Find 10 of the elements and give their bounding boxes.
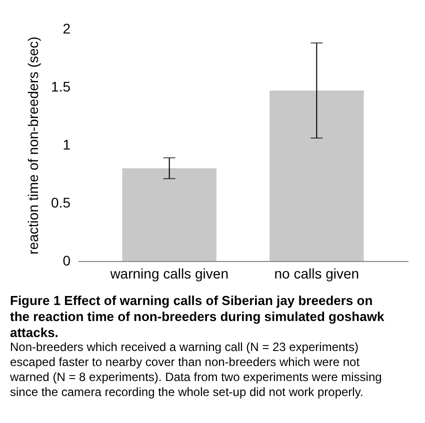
y-tick-label: 2	[62, 20, 71, 36]
y-tick-label: 0.5	[51, 194, 71, 210]
y-tick-label: 0	[62, 252, 71, 268]
y-tick-label: 1.5	[51, 78, 71, 94]
text: Non-breeders which received a warning call (N = 23 experiments) escaped faster to nearby cover than non-breeders which were not warned (N = 8 experiments). Data from two experiments were missing since the camera recording the whole set-up did not work properly.	[9, 340, 382, 399]
x-tick-label: warning calls given	[109, 266, 228, 282]
y-tick-label: 1	[62, 136, 71, 152]
text: Figure 1 Effect of warning calls of Siberian jay breeders on the reaction time of non-breeders during simulated goshawk attacks.	[10, 293, 385, 340]
y-axis-title: reaction time of non-breeders (sec)	[25, 36, 42, 254]
x-tick-label: no calls given	[274, 266, 360, 282]
